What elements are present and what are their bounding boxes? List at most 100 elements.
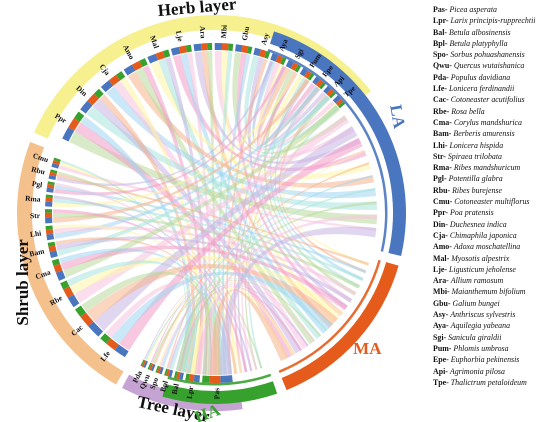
legend-separator: - bbox=[445, 50, 451, 60]
species-segment bbox=[100, 333, 111, 344]
legend-species-name: Ribes mandshuricum bbox=[453, 163, 521, 173]
legend-separator: - bbox=[444, 84, 450, 94]
chord-ribbon bbox=[56, 236, 353, 303]
legend-abbr: Ara bbox=[433, 276, 447, 286]
group-arc-shrub-layer bbox=[17, 142, 124, 385]
species-segment bbox=[46, 187, 54, 193]
species-label: Pgl bbox=[31, 179, 43, 190]
chord-ribbon bbox=[94, 126, 358, 331]
legend-entry: Cja- Chimaphila japonica bbox=[433, 230, 550, 241]
chord-diagram: TpeApiEpePumSgiAyaAsyGbuMbiAraLjeMalAmoC… bbox=[13, 0, 409, 422]
species-label: Ara bbox=[198, 26, 208, 39]
species-segment bbox=[209, 375, 221, 383]
legend-abbr: Ppr bbox=[433, 208, 446, 218]
legend-entry: Bam- Berberis amurensis bbox=[433, 128, 550, 139]
species-segment bbox=[114, 344, 129, 358]
chord-ribbon bbox=[74, 115, 350, 303]
legend-separator: - bbox=[445, 219, 450, 229]
group-label-ma: MA bbox=[353, 339, 382, 358]
legend-separator: - bbox=[444, 264, 450, 274]
species-segment bbox=[150, 363, 156, 372]
legend-species-name: Sanicula giraldii bbox=[448, 332, 502, 342]
legend-separator: - bbox=[446, 276, 451, 286]
species-label: Asy bbox=[259, 32, 271, 46]
legend-entry: Api- Agrimonia pilosa bbox=[433, 366, 550, 377]
species-segment bbox=[46, 183, 55, 189]
chord-ribbon bbox=[172, 54, 367, 172]
legend-entry: Rbu- Ribes burejense bbox=[433, 185, 550, 196]
species-segment bbox=[51, 258, 61, 266]
chord-ribbon bbox=[111, 271, 333, 344]
chord-ribbon bbox=[183, 292, 201, 374]
species-segment bbox=[75, 305, 86, 317]
species-segment bbox=[45, 212, 53, 218]
legend-species-name: Allium ramosum bbox=[450, 276, 504, 286]
species-segment bbox=[241, 45, 249, 54]
species-legend: Pas- Picea asperata Lpr- Larix principis-… bbox=[433, 4, 550, 388]
legend-separator: - bbox=[446, 355, 451, 365]
chord-ribbon bbox=[127, 71, 375, 188]
species-segment bbox=[140, 359, 145, 367]
species-segment bbox=[185, 373, 190, 381]
legend-abbr: Bam bbox=[433, 129, 449, 139]
legend-species-name: Lonicera ferdinandii bbox=[449, 84, 515, 94]
species-segment bbox=[80, 100, 93, 114]
legend-separator: - bbox=[449, 61, 454, 71]
species-segment bbox=[170, 46, 181, 56]
legend-entry: Qwu- Quercus wutaishanica bbox=[433, 60, 550, 71]
legend-abbr: Pgl bbox=[433, 174, 444, 184]
species-segment bbox=[165, 369, 171, 377]
species-segment bbox=[220, 375, 233, 383]
species-segment bbox=[155, 365, 160, 373]
species-segment bbox=[193, 43, 202, 52]
legend-species-name: Populus davidiana bbox=[450, 72, 511, 82]
species-segment bbox=[164, 368, 168, 376]
legend-entry: Tpe- Thalictrum petaloideum bbox=[433, 377, 550, 388]
legend-separator: - bbox=[449, 163, 454, 173]
species-label: Lhi bbox=[29, 229, 41, 239]
legend-separator: - bbox=[443, 174, 449, 184]
species-segment bbox=[55, 270, 66, 281]
legend-separator: - bbox=[446, 321, 451, 331]
legend-species-name: Cotoneaster multiflorus bbox=[454, 197, 530, 207]
species-segment bbox=[139, 58, 148, 67]
legend-abbr: Din bbox=[433, 219, 446, 229]
chord-ribbon bbox=[135, 67, 315, 345]
species-segment bbox=[162, 49, 171, 58]
species-segment bbox=[49, 250, 58, 259]
species-segment bbox=[188, 374, 195, 382]
legend-species-name: Berberis amurensis bbox=[453, 129, 515, 139]
legend-species-name: Galium bungei bbox=[452, 298, 500, 308]
species-segment bbox=[74, 111, 85, 122]
species-segment bbox=[106, 338, 119, 351]
chord-ribbon bbox=[69, 131, 377, 225]
species-label: Bal bbox=[170, 383, 181, 396]
species-label: Rbu bbox=[30, 165, 45, 177]
legend-abbr: Lpr bbox=[433, 16, 446, 26]
label-layer: TpeApiEpePumSgiAyaAsyGbuMbiAraLjeMalAmoC… bbox=[13, 0, 409, 422]
species-segment bbox=[53, 157, 61, 163]
legend-separator: - bbox=[445, 310, 451, 320]
legend-separator: - bbox=[446, 95, 451, 105]
legend-separator: - bbox=[445, 366, 450, 376]
legend-abbr: Pas bbox=[433, 5, 445, 14]
species-segment bbox=[155, 51, 166, 61]
species-segment bbox=[259, 49, 267, 58]
legend-separator: - bbox=[443, 151, 448, 161]
legend-entry: Cmu- Cotoneaster multiflorus bbox=[433, 196, 550, 207]
species-segment bbox=[253, 47, 262, 57]
legend-entry: Pas- Picea asperata bbox=[433, 4, 550, 15]
legend-separator: - bbox=[447, 298, 453, 308]
legend-abbr: Mbi bbox=[433, 287, 448, 297]
species-segment bbox=[228, 43, 234, 51]
species-segment bbox=[221, 43, 229, 51]
legend-abbr: Bpl bbox=[433, 38, 445, 48]
group-arc-ha bbox=[162, 381, 278, 405]
legend-abbr: Bal bbox=[433, 27, 445, 37]
species-label: Pas bbox=[212, 388, 221, 399]
legend-entry: Mal- Myosotis alpestrix bbox=[433, 253, 550, 264]
species-segment bbox=[329, 91, 336, 99]
chord-ribbon bbox=[175, 292, 211, 375]
legend-species-name: Phlomis umbrosa bbox=[453, 343, 509, 353]
legend-entry: Spo- Sorbus pohuashanensis bbox=[433, 49, 550, 60]
